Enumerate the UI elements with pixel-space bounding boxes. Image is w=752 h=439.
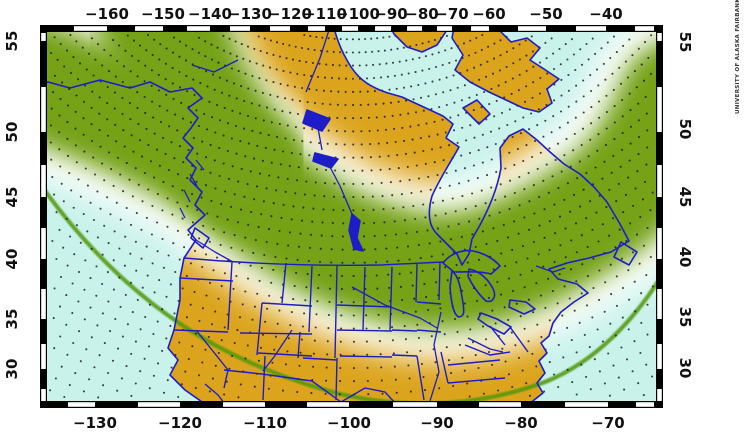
- river-lines: [179, 32, 566, 401]
- frame-dash: [74, 26, 107, 31]
- frame-dash: [41, 389, 46, 408]
- frame-dash: [471, 26, 489, 31]
- longitude-label-top: −150: [141, 5, 185, 23]
- longitude-label-top: −140: [188, 5, 232, 23]
- frame-dash: [41, 289, 46, 319]
- frame-dash: [393, 402, 437, 407]
- political-borders: [173, 257, 529, 401]
- frame-dash: [41, 87, 46, 132]
- aurora-band: [47, 32, 656, 360]
- island-southampton: [463, 100, 490, 124]
- latitude-label-right: 55: [676, 32, 694, 53]
- frame-dash: [407, 26, 422, 31]
- latitude-label-right: 40: [676, 247, 694, 268]
- frame-dash: [657, 228, 662, 259]
- latitude-label-right: 45: [676, 187, 694, 208]
- graticule-dots: [49, 33, 654, 399]
- frame-corner: [40, 401, 49, 408]
- frame-corner: [40, 25, 49, 32]
- longitude-label-bottom: −80: [504, 414, 537, 432]
- lake-michigan: [449, 270, 465, 318]
- longitude-label-bottom: −110: [243, 414, 287, 432]
- longitude-label-top: −130: [228, 5, 272, 23]
- longitude-label-bottom: −130: [73, 414, 117, 432]
- longitude-label-top: −100: [336, 5, 380, 23]
- map-frame: [40, 25, 663, 408]
- longitude-label-bottom: −120: [158, 414, 202, 432]
- longitude-label-top: −60: [472, 5, 505, 23]
- frame-dash: [657, 33, 662, 41]
- longitude-label-bottom: −90: [420, 414, 453, 432]
- longitude-label-top: −160: [85, 5, 129, 23]
- longitude-label-bottom: −70: [591, 414, 624, 432]
- aurora-band-green-core-corner: [99, 32, 308, 231]
- frame-dash: [135, 26, 163, 31]
- frame-dash: [576, 26, 606, 31]
- lakes-filled: [302, 109, 364, 252]
- axis-labels: −160 −150 −140−130−120−110−100−90−80−70 −60…: [3, 5, 694, 432]
- longitude-label-top: −70: [435, 5, 468, 23]
- us-canada-border: [183, 257, 445, 266]
- rivers: [179, 32, 566, 401]
- frame-dash: [223, 402, 265, 407]
- frame-dash: [518, 26, 546, 31]
- frame-dash: [657, 344, 662, 369]
- longitude-label-bottom: −100: [327, 414, 371, 432]
- great-lakes-outlines: [442, 249, 536, 335]
- latitude-label-left: 45: [3, 187, 21, 208]
- frame-dash: [68, 402, 95, 407]
- frame-dash: [375, 26, 391, 31]
- frame-bottom: [40, 401, 663, 408]
- frame-dash: [636, 402, 663, 407]
- state-borders: [173, 261, 529, 401]
- frame-dash: [308, 26, 325, 31]
- frame-corner: [654, 401, 663, 408]
- frame-dash: [565, 402, 608, 407]
- latitude-label-left: 55: [3, 31, 21, 52]
- lake-erie: [477, 312, 512, 335]
- frame-dash: [635, 26, 663, 31]
- longitude-label-top: −50: [529, 5, 562, 23]
- credit-text: UNIVERSITY OF ALASKA FAIRBANKS: [735, 0, 741, 114]
- frame-corner: [654, 25, 663, 32]
- latitude-label-right: 30: [676, 358, 694, 379]
- latitude-label-right: 35: [676, 307, 694, 328]
- longitude-label-top: −90: [374, 5, 407, 23]
- latitude-label-right: 50: [676, 119, 694, 140]
- latitude-label-left: 40: [3, 249, 21, 270]
- latitude-label-left: 35: [3, 309, 21, 330]
- frame-dash: [307, 402, 349, 407]
- lake-ontario: [508, 299, 536, 315]
- lake-huron: [467, 268, 496, 303]
- frame-dash: [657, 87, 662, 132]
- frame-dash: [41, 228, 46, 259]
- longitude-label-top: −40: [589, 5, 622, 23]
- longitude-label-top: −80: [405, 5, 438, 23]
- frame-dash: [230, 26, 250, 31]
- lake-great-bear: [302, 109, 331, 132]
- frame-dash: [41, 344, 46, 369]
- latitude-label-left: 30: [3, 359, 21, 380]
- frame-dash: [138, 402, 180, 407]
- frame-dash: [187, 26, 210, 31]
- latitude-label-left: 50: [3, 122, 21, 143]
- frame-left: [40, 25, 47, 408]
- frame-dash: [342, 26, 358, 31]
- frame-right: [656, 25, 663, 408]
- longitude-label-top: −110: [303, 5, 347, 23]
- frame-dash: [41, 165, 46, 197]
- frame-dash: [479, 402, 521, 407]
- aurora-view-line: [47, 189, 656, 401]
- map-line-work: [47, 32, 638, 401]
- frame-dash: [270, 26, 290, 31]
- frame-dash: [437, 26, 452, 31]
- frame-dash: [41, 33, 46, 41]
- frame-dash: [657, 389, 662, 408]
- frame-dash: [657, 165, 662, 197]
- longitude-label-top: −120: [268, 5, 312, 23]
- frame-dash: [657, 289, 662, 319]
- lake-winnipeg: [348, 213, 364, 252]
